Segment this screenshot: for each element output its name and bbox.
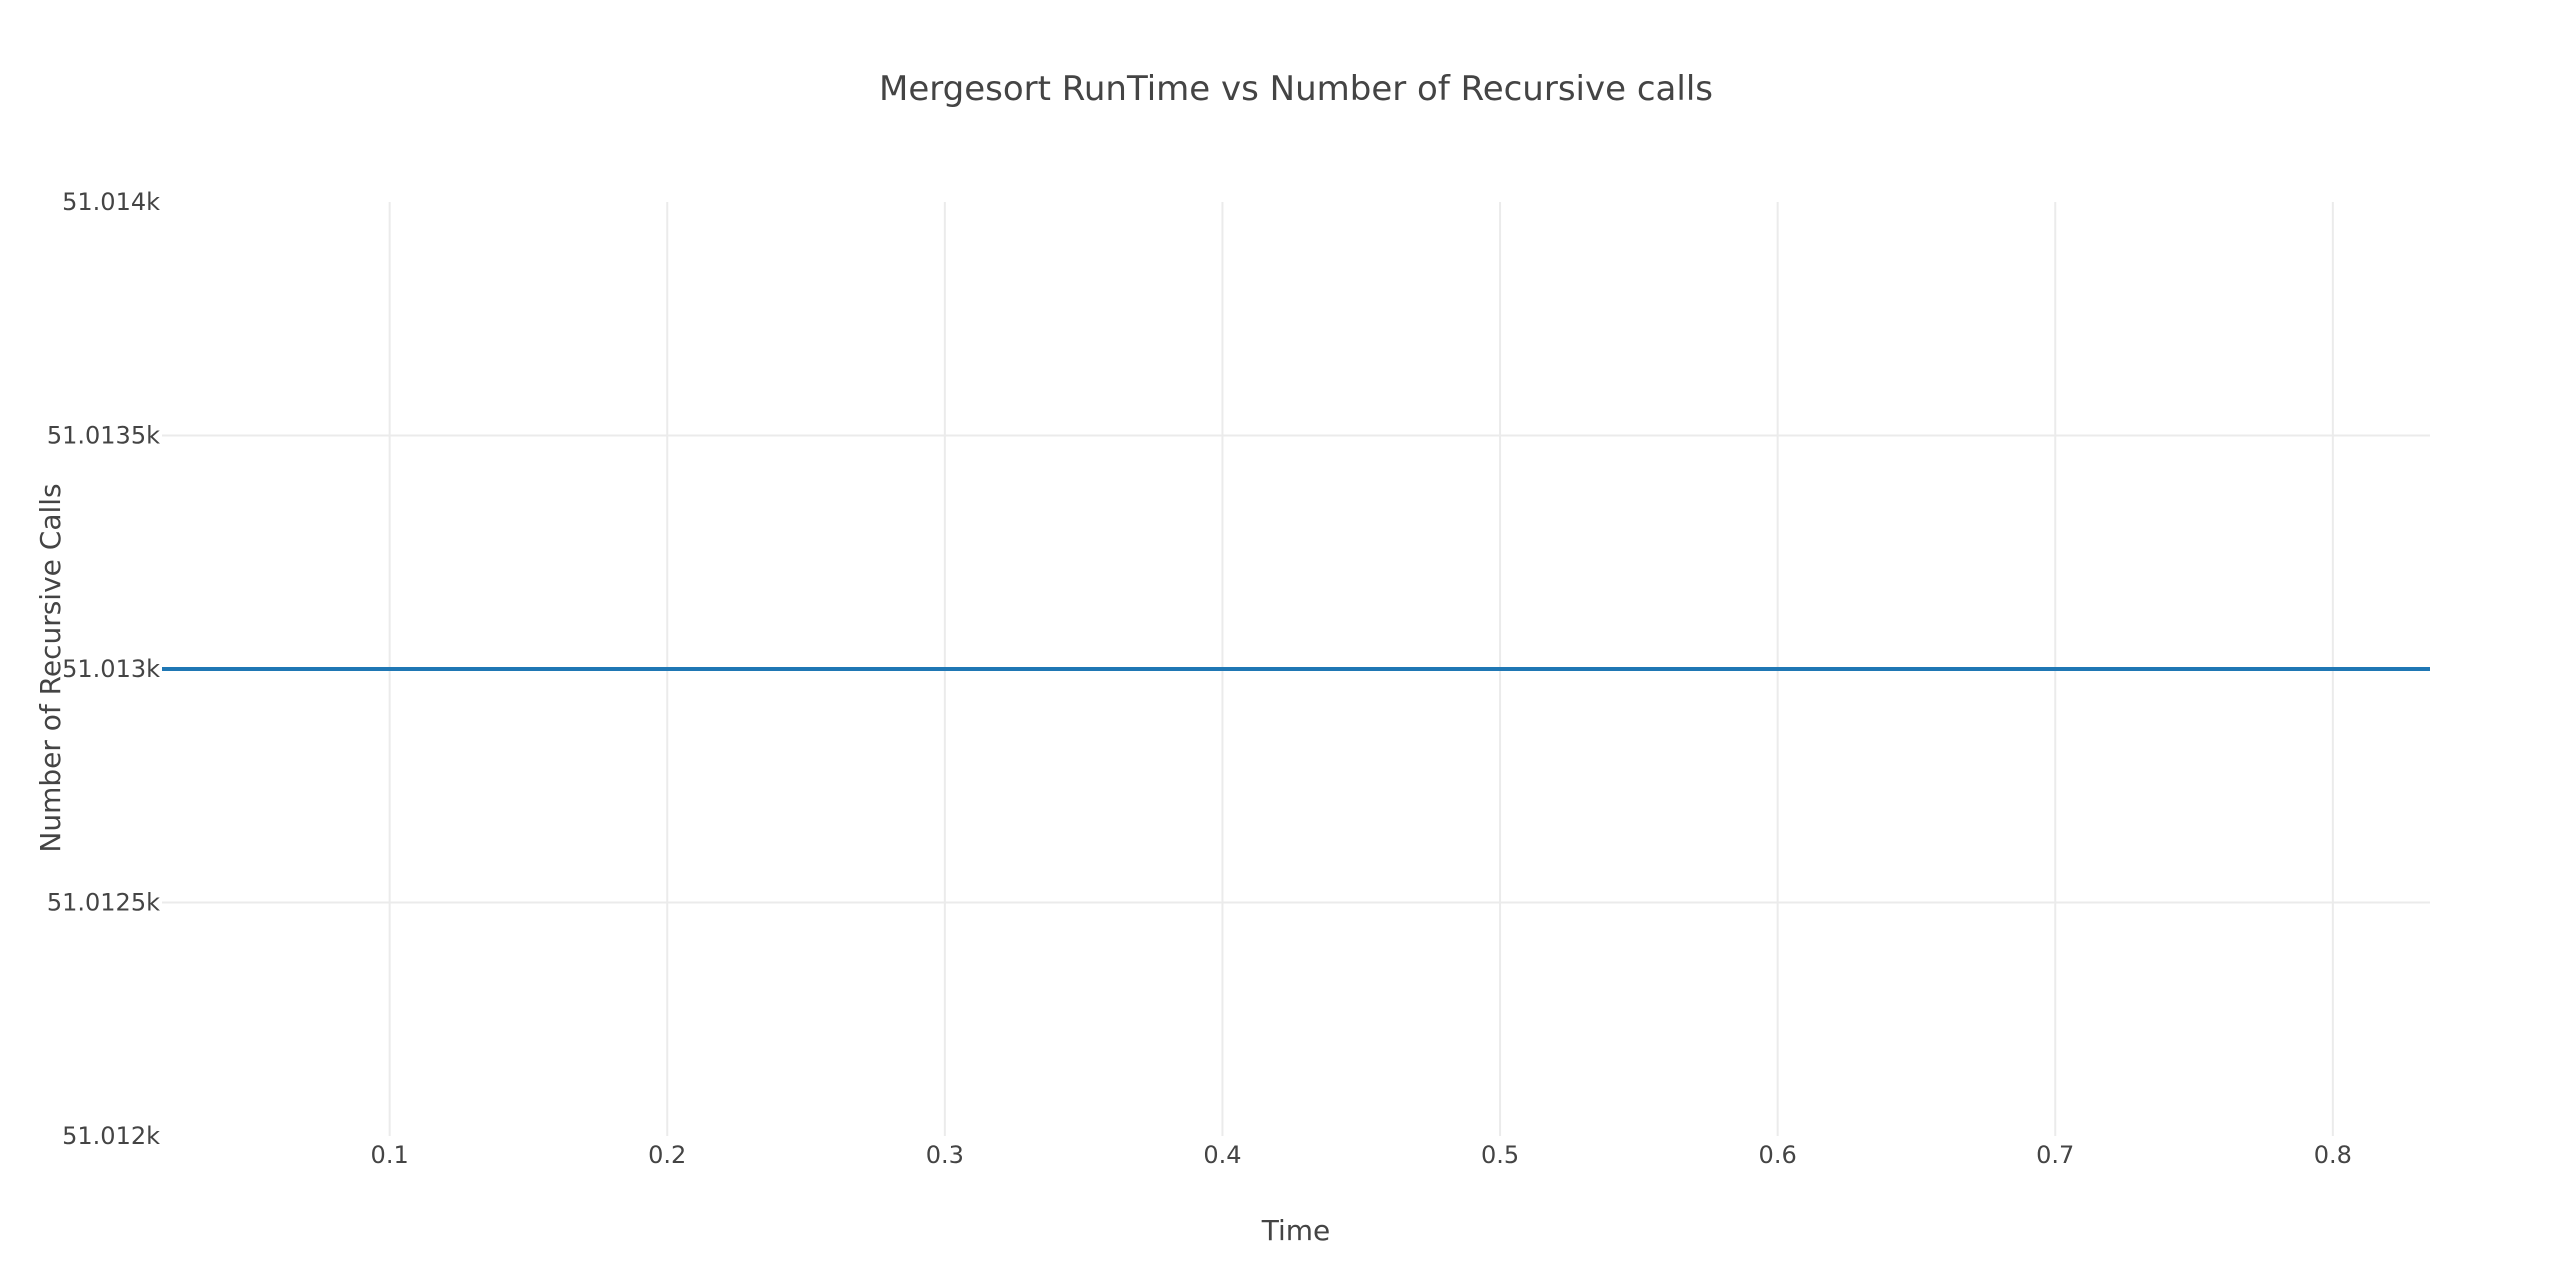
y-axis-title: Number of Recursive Calls: [34, 483, 67, 852]
x-tick-label: 0.1: [371, 1141, 409, 1169]
y-tick-label: 51.0135k: [47, 422, 160, 450]
x-axis-title: Time: [1261, 1214, 1331, 1247]
x-tick-label: 0.6: [1759, 1141, 1797, 1169]
x-axis-ticks: 0.1 0.2 0.3 0.4 0.5 0.6 0.7 0.8: [371, 1141, 2352, 1169]
chart-title: Mergesort RunTime vs Number of Recursive…: [879, 69, 1713, 109]
x-tick-label: 0.4: [1203, 1141, 1241, 1169]
y-tick-label: 51.012k: [62, 1122, 160, 1150]
x-tick-label: 0.3: [926, 1141, 964, 1169]
x-tick-label: 0.8: [2314, 1141, 2352, 1169]
x-tick-label: 0.2: [648, 1141, 686, 1169]
y-tick-label: 51.013k: [62, 655, 160, 683]
x-tick-label: 0.7: [2036, 1141, 2074, 1169]
x-tick-label: 0.5: [1481, 1141, 1519, 1169]
y-tick-label: 51.0125k: [47, 889, 160, 917]
y-tick-label: 51.014k: [62, 188, 160, 216]
y-axis-ticks: 51.012k 51.0125k 51.013k 51.0135k 51.014k: [47, 188, 160, 1150]
